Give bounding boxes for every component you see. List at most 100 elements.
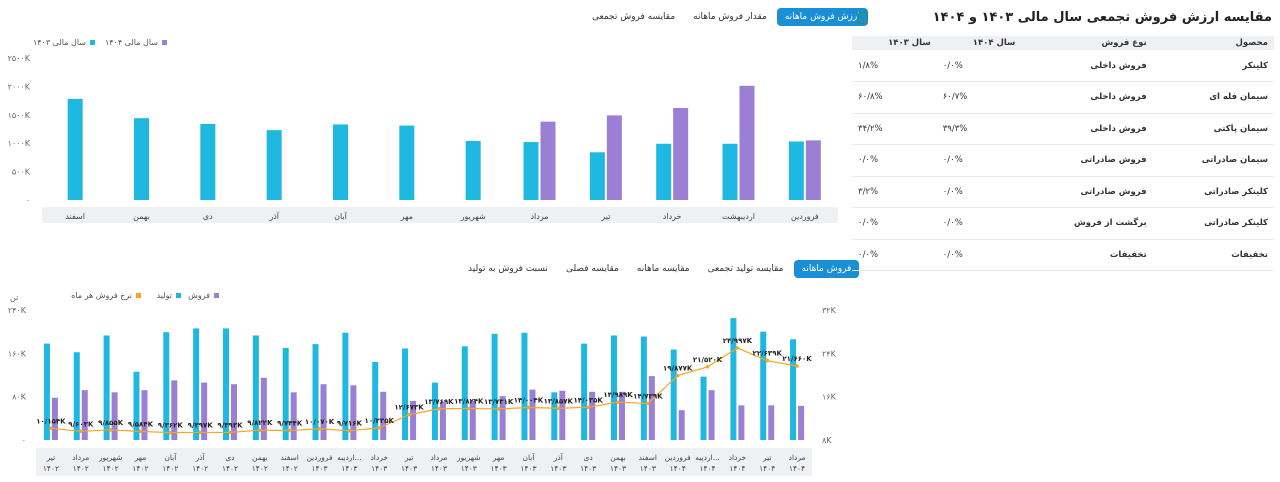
bar-1403: [333, 124, 348, 200]
x-tick-year: ۱۴۰۳: [461, 464, 477, 473]
x-tick-month: فروردین: [306, 453, 333, 462]
tab-cumulative-sales-comparison[interactable]: مقایسه فروش تجمعی: [592, 12, 676, 22]
legend-swatch: [214, 293, 219, 298]
y-tick-label: ۰: [26, 196, 30, 205]
bar-1403: [266, 130, 282, 200]
bar-sales: [738, 405, 745, 440]
bar-production: [760, 331, 767, 440]
bar-1404: [739, 85, 755, 200]
tab-monthly-sales-amount[interactable]: مقدار فروش ماهانه: [693, 12, 767, 22]
x-tick-month: شهریور: [98, 453, 122, 462]
rate-point: [317, 426, 322, 431]
document-icon[interactable]: [858, 12, 868, 24]
table-row: کلینکر صادراتی برگشت از فروش ۰/۰% ۰/۰%: [852, 207, 1274, 240]
tab-cumulative-production[interactable]: مقایسه تولید تجمعی: [707, 264, 784, 274]
bar-sales: [648, 376, 655, 440]
rate-point: [347, 428, 352, 433]
bar-production: [163, 332, 170, 440]
bar-production: [521, 332, 528, 440]
bar-production: [103, 335, 110, 440]
x-tick-label: آذر: [268, 211, 279, 221]
rate-data-label: ۱۳/۷۶۹K: [424, 398, 454, 406]
bar-production: [790, 339, 797, 440]
tab-monthly-sales[interactable]: فروش ماهانه: [793, 260, 860, 278]
tab-sales-to-production[interactable]: نسبت فروش به تولید: [468, 264, 548, 274]
bar-sales: [708, 390, 715, 440]
rate-point: [705, 364, 710, 369]
rate-point: [735, 346, 740, 350]
x-tick-month: دی: [225, 453, 234, 462]
rate-data-label: ۹/۵۸۴K: [128, 420, 154, 428]
right-tick-label: ۱۶K: [822, 393, 837, 402]
x-tick-label: اردیبهشت: [722, 212, 755, 221]
tab-monthly-sales-value[interactable]: ارزش فروش ماهانه: [776, 8, 868, 26]
rate-point: [646, 401, 650, 406]
cell-1403: ۶۰/۸%: [852, 81, 937, 114]
rate-data-label: ۹/۷۴۴K: [277, 420, 303, 428]
bar-1403: [523, 142, 539, 200]
left-tick-label: ۲۴۰K: [8, 306, 27, 315]
bar-sales: [439, 402, 446, 440]
rate-point: [675, 373, 680, 378]
bar-production: [223, 328, 229, 440]
x-tick-year: ۱۴۰۳: [610, 464, 626, 473]
x-tick-year: ۱۴۰۳: [371, 464, 387, 473]
x-tick-year: ۱۴۰۳: [580, 464, 596, 473]
rate-point: [466, 406, 471, 411]
bar-sales: [798, 405, 805, 440]
tab-monthly-comparison[interactable]: مقایسه ماهانه: [636, 264, 690, 274]
cell-product: سیمان فله ای: [1152, 81, 1274, 114]
cell-type: فروش داخلی: [1021, 113, 1153, 145]
bar-sales: [619, 391, 625, 440]
bar-sales: [201, 382, 208, 440]
y-tick-label: ۲۰۰۰K: [8, 82, 31, 91]
bar-sales: [499, 396, 506, 440]
rate-data-label: ۲۱/۶۶۰K: [782, 355, 812, 363]
y-tick-label: ۲۵۰۰K: [8, 54, 31, 63]
x-tick-year: ۱۴۰۴: [670, 464, 686, 473]
bar-1403: [722, 143, 738, 200]
x-tick-month: تیر: [762, 453, 772, 462]
rate-point: [496, 407, 501, 411]
x-tick-year: ۱۴۰۴: [789, 464, 805, 473]
bar-1403: [788, 141, 804, 200]
left-tick-label: ۰: [22, 436, 26, 445]
x-tick-label: اسفند: [65, 212, 85, 221]
bar-sales: [320, 384, 327, 440]
bar-1403: [656, 143, 672, 200]
x-tick-year: ۱۴۰۴: [729, 464, 745, 473]
rate-point: [138, 429, 143, 434]
y-tick-label: ۱۵۰۰K: [8, 111, 31, 120]
bar-sales: [678, 410, 685, 440]
cell-1403: ۱/۸%: [852, 50, 937, 82]
legend-label: تولید: [157, 291, 172, 300]
x-tick-year: ۱۴۰۳: [401, 464, 417, 473]
bar-sales: [141, 390, 148, 440]
cell-1403: ۰/۰%: [852, 239, 937, 271]
x-tick-month: تیر: [46, 453, 56, 462]
bar-production: [461, 346, 468, 440]
x-tick-year: ۱۴۰۲: [282, 464, 298, 473]
x-tick-label: شهریور: [460, 212, 486, 221]
x-tick-year: ۱۴۰۳: [311, 464, 327, 473]
rate-data-label: ۲۴/۹۹۷K: [723, 337, 753, 345]
x-tick-month: مرداد: [789, 453, 806, 462]
x-tick-month: بهمن: [252, 453, 268, 462]
y-tick-label: ۱۰۰۰K: [8, 139, 31, 148]
rate-point: [258, 428, 262, 432]
cell-product: کلینکر: [1152, 50, 1274, 82]
x-tick-month: خرداد: [729, 453, 747, 462]
bar-sales: [529, 389, 536, 440]
table-row: سیمان پاکتی فروش داخلی ۳۹/۳% ۳۴/۲%: [852, 113, 1274, 145]
bar-1403: [200, 123, 216, 200]
header-sale-type: نوع فروش: [1021, 36, 1153, 50]
rate-point: [49, 426, 53, 431]
bar-production: [581, 343, 588, 440]
bar-production: [342, 332, 349, 440]
legend-swatch-1403: [90, 40, 95, 45]
rate-data-label: ۱۳/۷۳۱K: [484, 398, 514, 406]
cell-1403: ۳۴/۲%: [852, 113, 937, 145]
x-tick-year: ۱۴۰۲: [73, 464, 89, 473]
tab-seasonal-comparison[interactable]: مقایسه فصلی: [565, 264, 619, 274]
rate-point: [616, 400, 620, 404]
